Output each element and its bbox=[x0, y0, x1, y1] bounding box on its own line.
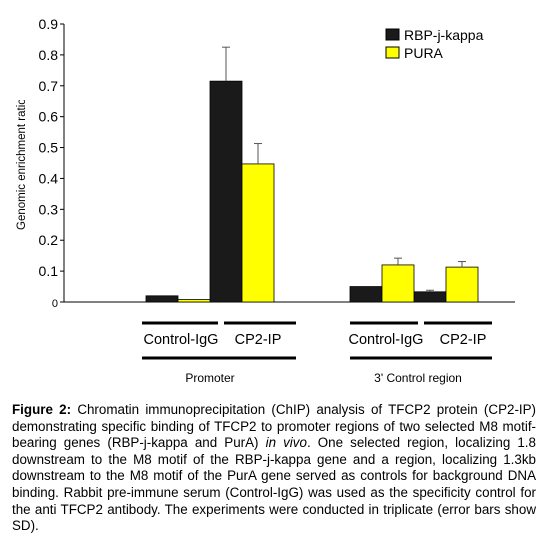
bar bbox=[241, 163, 275, 303]
y-tick-label: 0.3 bbox=[39, 201, 59, 217]
region-label-3prime: 3' Control region bbox=[374, 371, 462, 385]
bar bbox=[381, 264, 415, 303]
caption-italic: in vivo bbox=[265, 435, 307, 451]
bar bbox=[445, 266, 479, 303]
group-label-cp2-2: CP2-IP bbox=[440, 332, 487, 348]
caption-text-2: . One selected region, localizing 1.8 do… bbox=[12, 435, 536, 534]
legend: RBP-j-kappa PURA bbox=[385, 27, 484, 61]
bar bbox=[209, 80, 243, 303]
y-tick-label: 0.2 bbox=[39, 232, 59, 248]
bars bbox=[145, 46, 479, 303]
bar bbox=[177, 299, 211, 303]
y-tick-label: 0.8 bbox=[39, 47, 59, 63]
group-label-ctrl-2: Control-IgG bbox=[349, 332, 424, 348]
caption-text-1: Chromatin immunoprecipitation (ChIP) ana… bbox=[12, 402, 537, 451]
axes: 0 0.1 0.2 0.3 0.4 0.5 0.6 0.7 0.8 0.9 bbox=[39, 16, 515, 310]
group-label-cp2-1: CP2-IP bbox=[235, 332, 282, 348]
legend-label-rbp: RBP-j-kappa bbox=[404, 27, 484, 43]
y-tick-label: 0 bbox=[52, 298, 58, 310]
legend-swatch-rbp bbox=[385, 28, 400, 41]
legend-swatch-pura bbox=[385, 46, 400, 59]
y-tick-label: 0.4 bbox=[39, 170, 59, 186]
bar bbox=[145, 295, 179, 303]
bar bbox=[349, 286, 383, 303]
legend-label-pura: PURA bbox=[404, 45, 444, 61]
chart: 0 0.1 0.2 0.3 0.4 0.5 0.6 0.7 0.8 0.9 RBP-j-kappa… bbox=[39, 16, 515, 385]
bar bbox=[413, 291, 447, 303]
y-tick-label: 0.6 bbox=[39, 109, 59, 125]
y-tick-label: 0.7 bbox=[39, 78, 59, 94]
caption-figure-label: Figure 2: bbox=[12, 402, 72, 417]
figure-caption: Figure 2: Chromatin immunoprecipitation … bbox=[12, 402, 536, 535]
y-tick-label: 0.1 bbox=[39, 263, 59, 279]
y-axis-title-wrap: Genomic enrichment ratio bbox=[16, 100, 28, 230]
y-tick-label: 0.5 bbox=[39, 140, 59, 156]
group-labels: Control-IgG CP2-IP Promoter Control-IgG … bbox=[142, 321, 492, 385]
region-label-promoter: Promoter bbox=[185, 371, 234, 385]
y-tick-label: 0.9 bbox=[39, 16, 59, 32]
y-axis-title: Genomic enrichment ratio bbox=[16, 100, 28, 230]
group-label-ctrl-1: Control-IgG bbox=[144, 332, 219, 348]
